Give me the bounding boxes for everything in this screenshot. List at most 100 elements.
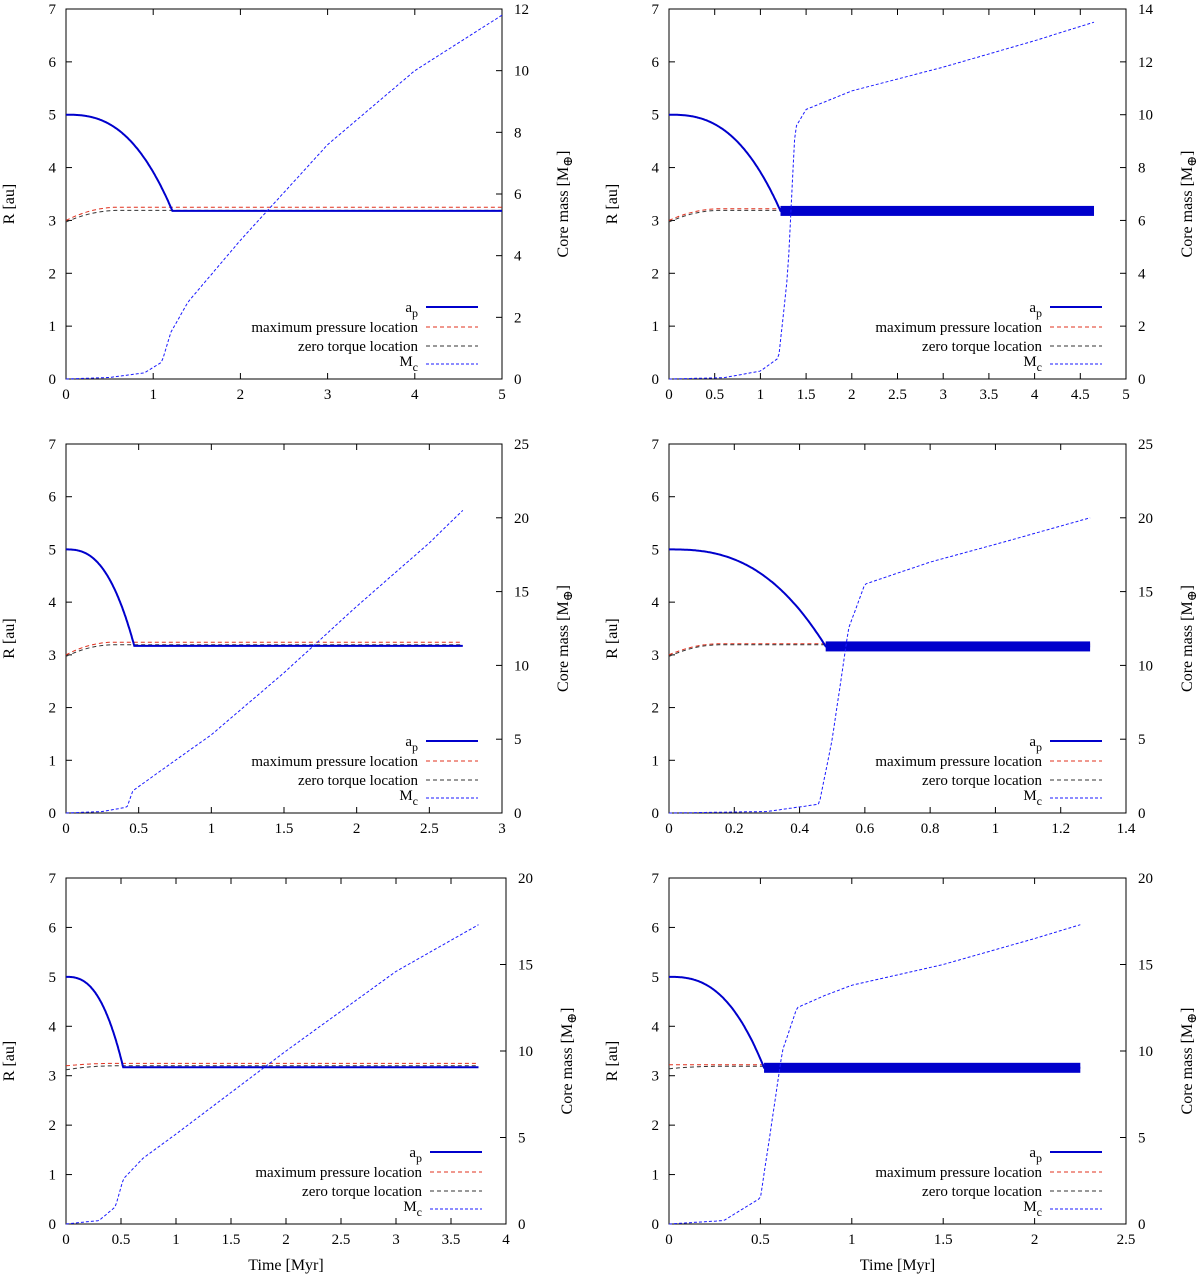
y-tick-label: 3 — [652, 213, 660, 229]
y2-tick-label: 15 — [1138, 585, 1153, 601]
y2-tick-label: 15 — [518, 958, 533, 974]
y-axis-label: R [au] — [604, 1041, 621, 1081]
y-tick-label: 5 — [49, 542, 57, 558]
x-tick-label: 0 — [665, 387, 673, 403]
y2-tick-label: 8 — [514, 125, 522, 141]
legend-ap-base: a — [409, 1145, 416, 1161]
y2-tick-label: 4 — [1138, 266, 1146, 282]
y2-label-bracket: ] — [559, 1008, 576, 1013]
y-tick-label: 7 — [49, 2, 57, 18]
x-tick-label: 1 — [757, 387, 765, 403]
series-zero-torque-location — [65, 209, 502, 223]
x-tick-label: 1 — [848, 1232, 856, 1248]
x-tick-label: 2.5 — [420, 821, 439, 837]
y-tick-label: 1 — [652, 753, 660, 769]
series-core-mass — [669, 517, 1091, 814]
y2-label-text: Core mass [M — [555, 167, 572, 258]
x-tick-label: 0 — [665, 821, 673, 837]
x-tick-label: 4 — [502, 1232, 510, 1248]
y2-axis-label: Core mass [M⊕] — [1179, 151, 1199, 258]
y2-tick-label: 10 — [1138, 658, 1153, 674]
x-tick-label: 4.5 — [1071, 387, 1090, 403]
legend-ap-base: a — [1029, 300, 1036, 316]
y2-tick-label: 2 — [514, 310, 522, 326]
y2-label-bracket: ] — [555, 585, 572, 590]
x-tick-label: 3 — [324, 387, 332, 403]
series-ap — [669, 548, 1091, 648]
legend-label-torque: zero torque location — [302, 1184, 422, 1200]
y-tick-label: 2 — [49, 1118, 57, 1134]
legend-mc-sub: c — [1037, 1205, 1042, 1219]
legend-label-ap: ap — [1029, 1145, 1042, 1165]
x-axis-label: Time [Myr] — [248, 1257, 323, 1274]
series-ap-oscillation-band — [764, 1062, 1081, 1073]
y2-tick-label: 4 — [514, 249, 522, 265]
y2-tick-label: 10 — [514, 64, 529, 80]
legend-label-pressure: maximum pressure location — [875, 1165, 1042, 1181]
series-max-pressure-location — [65, 1062, 479, 1067]
legend-mc-base: M — [1023, 354, 1036, 370]
y2-tick-label: 10 — [518, 1044, 533, 1060]
legend-ap-sub: p — [416, 1151, 422, 1165]
x-tick-label: 1 — [149, 387, 157, 403]
y2-label-bracket: ] — [555, 151, 572, 156]
series-max-pressure-location — [65, 641, 463, 656]
series-zero-torque-location — [65, 644, 463, 657]
legend-label-ap: ap — [1029, 300, 1042, 320]
y2-axis-label: Core mass [M⊕] — [1179, 585, 1199, 692]
x-tick-label: 1.5 — [934, 1232, 953, 1248]
y-tick-label: 2 — [652, 701, 660, 717]
series-ap-oscillation-band — [780, 205, 1095, 216]
legend-ap-sub: p — [412, 740, 418, 754]
legend-mc-sub: c — [413, 360, 418, 374]
y2-tick-label: 0 — [514, 806, 522, 822]
y-tick-label: 7 — [652, 437, 660, 453]
y2-label-bracket: ] — [1179, 1008, 1196, 1013]
legend-label-pressure: maximum pressure location — [875, 320, 1042, 336]
y2-tick-label: 0 — [1138, 372, 1146, 388]
x-tick-label: 0 — [62, 387, 70, 403]
x-tick-label: 1.4 — [1117, 821, 1136, 837]
y-tick-label: 2 — [652, 1118, 660, 1134]
legend-label-pressure: maximum pressure location — [255, 1165, 422, 1181]
y2-axis-label: Core mass [M⊕] — [559, 1008, 579, 1115]
series-core-mass — [668, 924, 1081, 1225]
y2-tick-label: 6 — [514, 187, 522, 203]
legend-mc-base: M — [1023, 1199, 1036, 1215]
y-tick-label: 6 — [49, 920, 57, 936]
y2-tick-label: 0 — [1138, 806, 1146, 822]
series-ap-oscillation-band — [825, 641, 1091, 652]
y2-tick-label: 0 — [514, 372, 522, 388]
x-tick-label: 0.5 — [112, 1232, 131, 1248]
x-tick-label: 3 — [498, 821, 506, 837]
y-tick-label: 7 — [49, 871, 57, 887]
y-tick-label: 6 — [652, 920, 660, 936]
x-tick-label: 0.2 — [725, 821, 744, 837]
legend-label-torque: zero torque location — [298, 339, 418, 355]
series-ap — [66, 975, 479, 1069]
y2-tick-label: 5 — [1138, 1131, 1146, 1147]
plot-frame — [668, 443, 1127, 814]
y-tick-label: 6 — [49, 55, 57, 71]
series-core-mass — [65, 924, 479, 1225]
y-tick-label: 5 — [652, 970, 660, 986]
y-axis-label: R [au] — [1, 184, 18, 224]
y-tick-label: 6 — [652, 55, 660, 71]
y2-axis-label: Core mass [M⊕] — [555, 585, 575, 692]
y2-axis-label: Core mass [M⊕] — [1179, 1008, 1199, 1115]
x-tick-label: 5 — [1122, 387, 1130, 403]
y2-axis-label: Core mass [M⊕] — [555, 151, 575, 258]
legend-mc-base: M — [399, 354, 412, 370]
y2-label-bracket: ] — [1179, 151, 1196, 156]
series-core-mass — [65, 14, 503, 380]
x-tick-label: 1.2 — [1051, 821, 1070, 837]
y-tick-label: 4 — [49, 161, 57, 177]
y-tick-label: 6 — [49, 490, 57, 506]
y-tick-label: 2 — [49, 701, 57, 717]
y2-tick-label: 5 — [514, 732, 522, 748]
y2-tick-label: 12 — [1138, 55, 1153, 71]
